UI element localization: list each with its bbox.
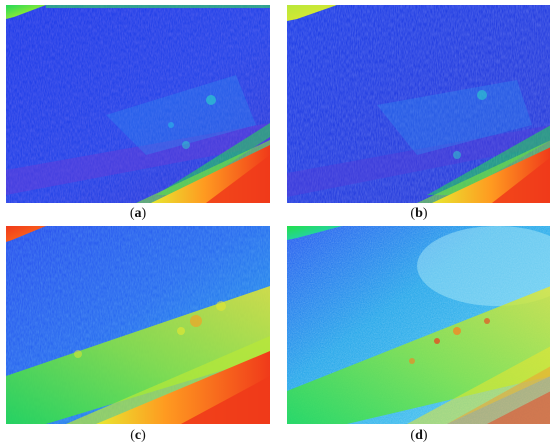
image-a-graphic <box>6 5 270 203</box>
caption-b: (b) <box>410 206 428 221</box>
false-color-image-d <box>287 226 550 424</box>
false-color-image-c <box>6 226 270 424</box>
image-d-graphic <box>287 226 550 424</box>
caption-c: (c) <box>130 428 146 443</box>
image-b-graphic <box>287 5 550 203</box>
false-color-image-a <box>6 5 270 203</box>
false-color-image-b <box>287 5 550 203</box>
caption-a: (a) <box>129 206 147 221</box>
caption-d: (d) <box>410 428 428 443</box>
image-c-graphic <box>6 226 270 424</box>
